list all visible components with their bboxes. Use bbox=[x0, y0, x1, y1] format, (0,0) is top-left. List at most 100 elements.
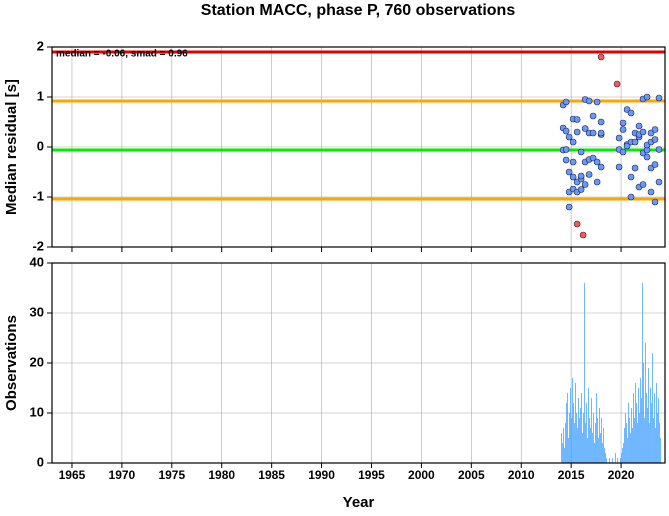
bar bbox=[583, 413, 584, 463]
bar bbox=[567, 393, 568, 463]
bar bbox=[566, 403, 567, 463]
point bbox=[615, 134, 623, 142]
bar bbox=[643, 363, 644, 463]
point bbox=[585, 171, 593, 178]
point bbox=[643, 93, 651, 101]
bar bbox=[577, 428, 578, 463]
x-tick-label: 1975 bbox=[158, 468, 185, 482]
bar bbox=[584, 283, 585, 463]
x-tick-label: 1980 bbox=[208, 468, 235, 482]
point bbox=[627, 173, 635, 181]
bar bbox=[644, 418, 645, 463]
point bbox=[639, 128, 647, 136]
bar bbox=[621, 453, 622, 463]
bar bbox=[649, 423, 650, 463]
point bbox=[655, 94, 663, 102]
point bbox=[565, 133, 573, 141]
bar bbox=[629, 418, 630, 463]
y-axis-title: Observations bbox=[3, 315, 20, 411]
bar bbox=[601, 418, 602, 463]
point bbox=[573, 128, 581, 136]
bar bbox=[641, 398, 642, 463]
bar bbox=[627, 438, 628, 463]
bar bbox=[658, 398, 659, 463]
bar bbox=[586, 403, 587, 463]
y-tick-label: -2 bbox=[32, 238, 44, 253]
bar bbox=[634, 418, 635, 463]
bar bbox=[632, 428, 633, 463]
bar bbox=[585, 423, 586, 463]
bar bbox=[572, 378, 573, 463]
bar bbox=[593, 413, 594, 463]
x-tick-label: 1965 bbox=[59, 468, 86, 482]
point bbox=[655, 178, 663, 186]
bar bbox=[624, 428, 625, 463]
bar bbox=[640, 378, 641, 463]
point bbox=[619, 148, 627, 156]
point bbox=[593, 98, 601, 106]
bar bbox=[587, 438, 588, 463]
point bbox=[562, 156, 570, 164]
point bbox=[577, 148, 585, 156]
bar bbox=[602, 443, 603, 463]
bar bbox=[646, 393, 647, 463]
bar bbox=[612, 458, 613, 463]
point bbox=[562, 127, 570, 135]
bar bbox=[589, 418, 590, 463]
bar bbox=[652, 353, 653, 463]
bar bbox=[591, 398, 592, 463]
x-tick-label: 1985 bbox=[258, 468, 285, 482]
plot-frame bbox=[51, 262, 666, 464]
bar bbox=[638, 388, 639, 463]
bar bbox=[604, 448, 605, 463]
x-axis-title: Year bbox=[343, 494, 375, 511]
bar bbox=[597, 418, 598, 463]
y-tick-label: 0 bbox=[37, 454, 44, 469]
bar bbox=[657, 413, 658, 463]
bar bbox=[626, 423, 627, 463]
x-tick-label: 2020 bbox=[608, 468, 635, 482]
bar bbox=[660, 438, 661, 463]
point bbox=[589, 154, 597, 162]
bar bbox=[569, 413, 570, 463]
bar bbox=[571, 418, 572, 463]
bar bbox=[576, 413, 577, 463]
point bbox=[593, 178, 601, 186]
point bbox=[655, 146, 663, 153]
y-tick-label: 10 bbox=[30, 404, 44, 419]
bar bbox=[561, 433, 562, 463]
bar bbox=[594, 443, 595, 463]
bar bbox=[630, 433, 631, 463]
point bbox=[569, 173, 577, 181]
point bbox=[579, 231, 587, 239]
bar bbox=[563, 428, 564, 463]
y-tick-label: 0 bbox=[37, 138, 44, 153]
bar bbox=[628, 403, 629, 463]
point bbox=[589, 129, 597, 137]
bar bbox=[564, 448, 565, 463]
bar bbox=[565, 423, 566, 463]
point bbox=[613, 80, 621, 88]
y-tick-label: 40 bbox=[30, 254, 44, 269]
point bbox=[569, 158, 577, 166]
bar bbox=[600, 433, 601, 463]
bar bbox=[635, 383, 636, 463]
x-tick-label: 2005 bbox=[458, 468, 485, 482]
point bbox=[565, 168, 573, 176]
point bbox=[651, 126, 659, 133]
bar bbox=[579, 418, 580, 463]
point bbox=[573, 220, 581, 228]
point bbox=[631, 164, 639, 172]
x-tick-label: 1970 bbox=[109, 468, 136, 482]
annotation: median = -0.06, smad = 0.96 bbox=[56, 49, 188, 60]
point bbox=[581, 125, 589, 132]
y-tick-label: 20 bbox=[30, 354, 44, 369]
y-tick-label: -1 bbox=[32, 188, 44, 203]
point bbox=[577, 186, 585, 193]
point bbox=[651, 198, 659, 206]
point bbox=[631, 138, 639, 146]
bar bbox=[603, 428, 604, 463]
point bbox=[569, 138, 577, 146]
bar bbox=[654, 393, 655, 463]
bar bbox=[655, 428, 656, 463]
